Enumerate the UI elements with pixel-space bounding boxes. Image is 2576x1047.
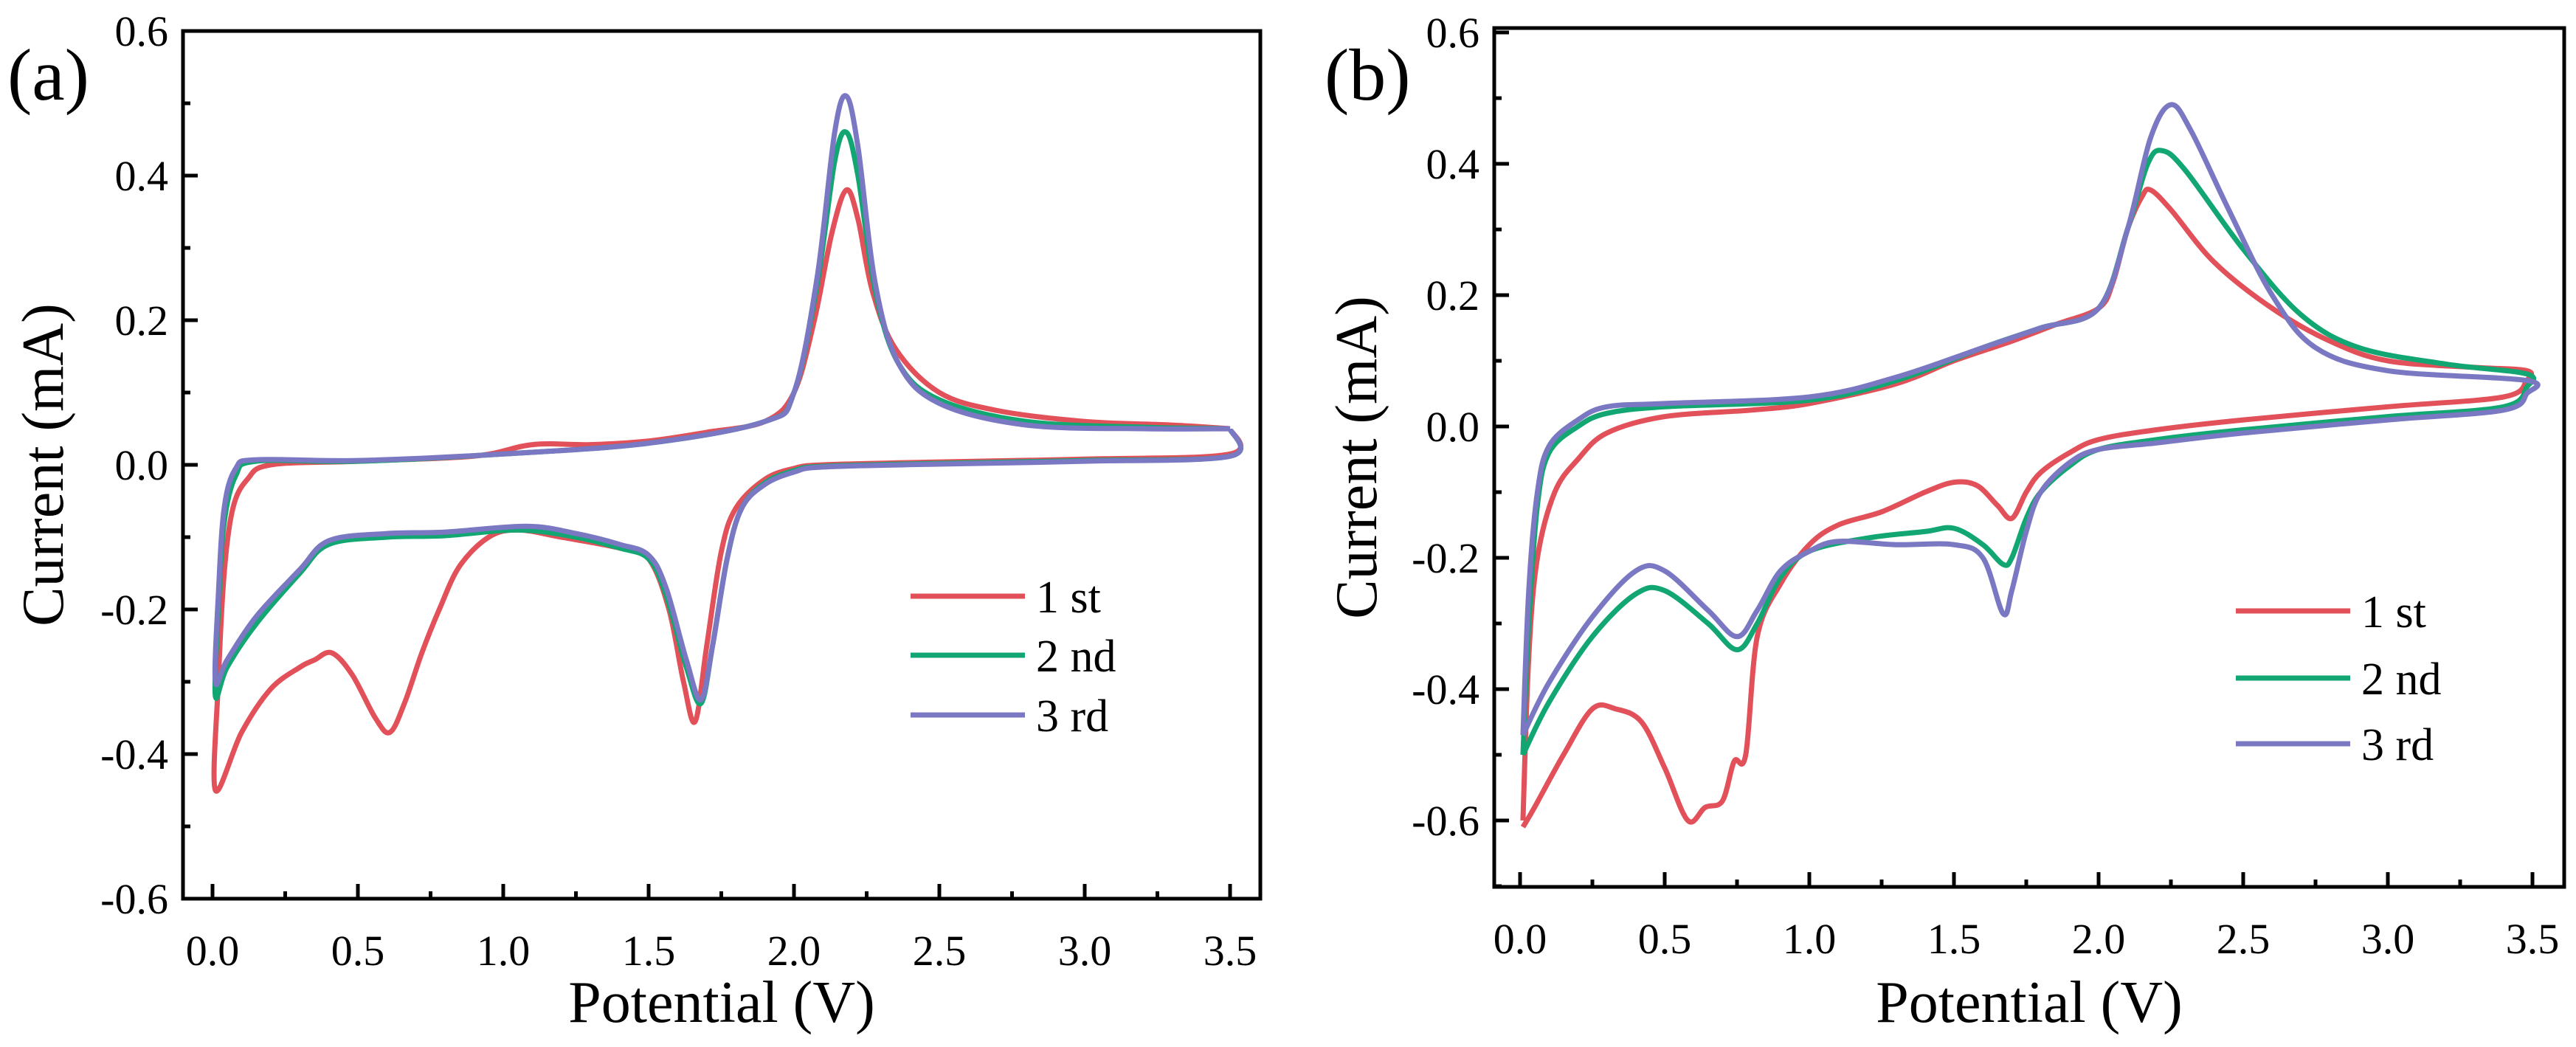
x-tick-label: 1.0 [1783,915,1837,963]
panel-label: (a) [7,34,89,116]
series-line-3rd [212,93,1243,702]
legend-label: 3 rd [2361,720,2434,770]
plot-frame [181,29,1263,901]
x-axis-title: Potential (V) [568,970,874,1035]
legend-label: 3 rd [1036,691,1108,742]
y-tick-label: 0.6 [1426,9,1480,57]
x-tick-label: 2.5 [2217,915,2271,963]
y-tick-label: -0.6 [1412,797,1479,845]
x-tick-label: 1.0 [477,927,531,975]
x-tick-label: 0.5 [331,927,385,975]
y-axis-title: Current (mA) [11,303,76,626]
y-tick-label: -0.2 [100,586,168,634]
x-tick-label: 1.5 [622,927,676,975]
x-tick-label: 3.0 [2361,915,2415,963]
y-tick-label: -0.4 [100,730,168,778]
legend: 1 st 2 nd 3 rd [911,573,1116,742]
legend-label: 1 st [2361,587,2426,637]
x-tick-label: 2.5 [913,927,967,975]
y-tick-label: 0.0 [115,441,169,489]
series-line-2nd [1520,148,2537,756]
y-tick-label: 0.4 [1426,140,1480,188]
panel-b: 0.0 0.5 1.0 1.5 2.0 2.5 3.0 3.5 -0.6 -0.4 -0.2 0.0 0… [1325,9,2566,1035]
series-line-3rd [1520,102,2541,736]
y-tick-label: 0.0 [1426,403,1480,451]
x-tick-label: 0.0 [1494,915,1547,963]
x-tick-label: 2.0 [2072,915,2126,963]
panel-label: (b) [1325,34,1411,116]
y-tick-label: 0.2 [115,297,169,345]
x-axis-title: Potential (V) [1876,970,2182,1035]
x-tick-label: 2.0 [767,927,821,975]
y-axis-title: Current (mA) [1325,296,1389,619]
y-tick-label: 0.2 [1426,272,1480,319]
y-tick-label: 0.6 [115,7,169,55]
plot-frame [1492,26,2566,889]
y-tick-label: -0.2 [1412,534,1479,582]
x-tick-label: 0.0 [186,927,240,975]
legend-label: 2 nd [2361,654,2442,705]
x-tick-label: 3.5 [1204,927,1257,975]
series-line-1st [211,187,1243,794]
x-tick-label: 0.5 [1638,915,1692,963]
y-tick-label: 0.4 [115,152,169,200]
legend-label: 2 nd [1036,632,1116,682]
x-tick-label: 3.5 [2506,915,2560,963]
legend: 1 st 2 nd 3 rd [2236,587,2442,770]
x-tick-label: 3.0 [1058,927,1112,975]
panel-a: 0.0 0.5 1.0 1.5 2.0 2.5 3.0 3.5 -0.6 -0.4 -0.2 0.0 0… [7,7,1263,1035]
y-tick-label: -0.6 [100,875,168,923]
y-tick-label: -0.4 [1412,666,1479,713]
legend-label: 1 st [1036,573,1101,623]
x-tick-label: 1.5 [1927,915,1981,963]
